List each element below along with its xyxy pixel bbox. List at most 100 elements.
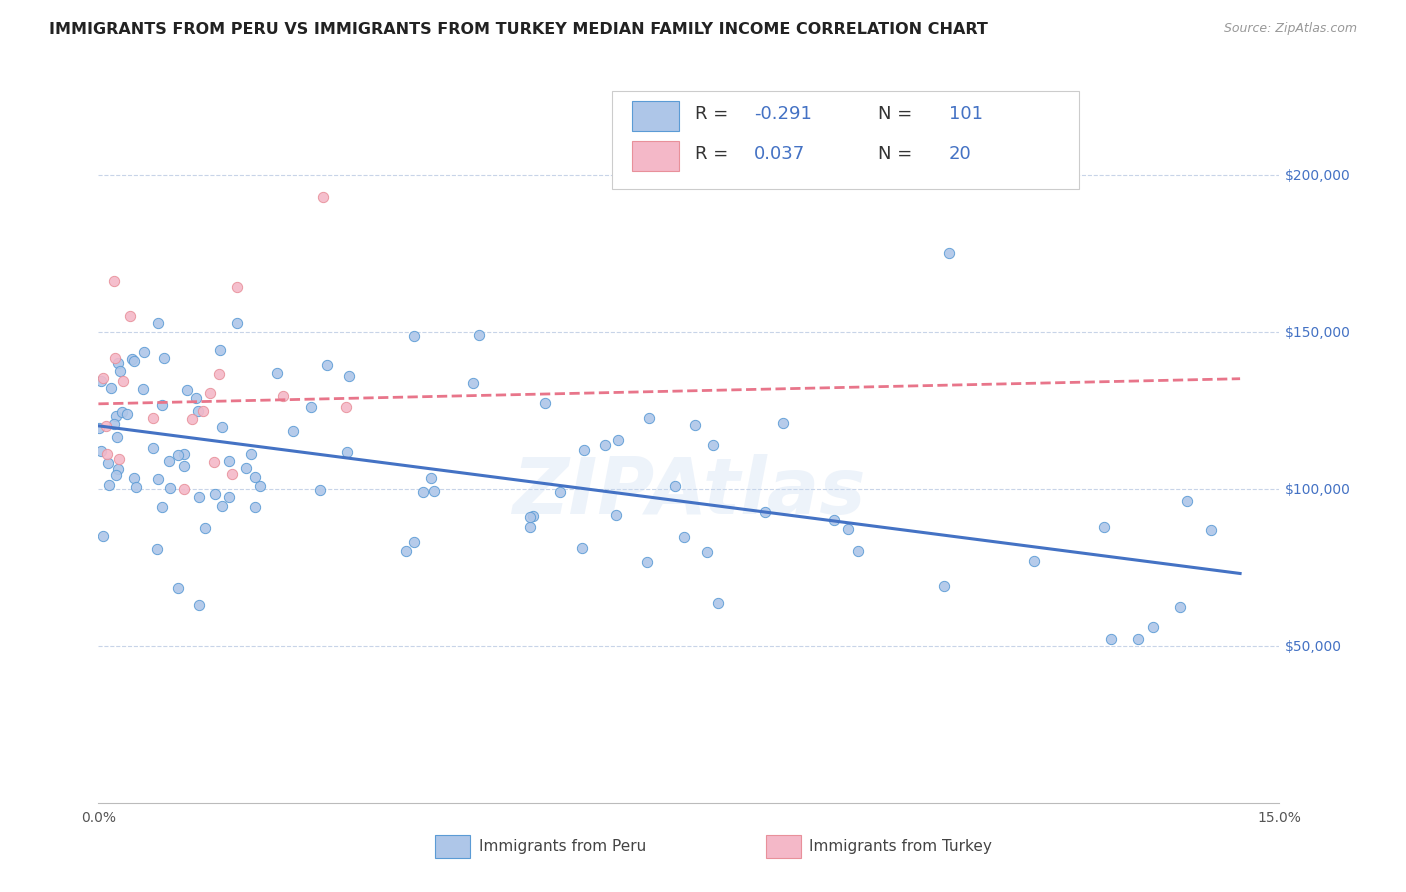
Point: [157, 454, 180, 468]
Point: [571, 541, 593, 555]
FancyBboxPatch shape: [612, 91, 1078, 189]
Point: [146, 316, 169, 330]
Point: [107, 355, 129, 369]
Point: [94, 419, 117, 434]
Point: [173, 447, 195, 461]
Point: [103, 274, 125, 288]
Point: [754, 505, 776, 519]
Text: Immigrants from Peru: Immigrants from Peru: [478, 838, 645, 854]
Point: [707, 596, 730, 610]
Point: [93, 371, 115, 385]
Point: [181, 411, 204, 425]
Point: [1177, 493, 1199, 508]
Point: [98, 478, 121, 492]
Text: -0.291: -0.291: [754, 105, 811, 123]
Point: [107, 462, 129, 476]
Point: [281, 424, 304, 438]
Point: [1126, 632, 1149, 647]
Point: [191, 403, 214, 417]
Point: [402, 535, 425, 549]
Point: [104, 351, 127, 365]
Text: N =: N =: [877, 145, 912, 163]
Point: [1022, 554, 1045, 568]
Point: [335, 401, 357, 415]
Point: [150, 397, 173, 411]
Point: [932, 579, 955, 593]
Point: [696, 545, 718, 559]
Point: [93, 529, 115, 543]
Point: [153, 351, 176, 365]
Point: [90, 374, 112, 388]
Point: [218, 490, 240, 504]
Point: [89, 421, 111, 435]
Point: [90, 443, 112, 458]
Point: [115, 407, 138, 421]
Text: R =: R =: [695, 145, 728, 163]
Point: [208, 343, 231, 357]
Point: [337, 369, 360, 384]
Point: [122, 471, 145, 485]
Point: [142, 410, 165, 425]
Point: [533, 396, 555, 410]
Text: 0.037: 0.037: [754, 145, 806, 163]
Point: [132, 382, 155, 396]
Text: ZIPAtlas: ZIPAtlas: [512, 454, 866, 530]
Text: N =: N =: [877, 105, 912, 123]
Point: [336, 445, 359, 459]
Point: [519, 509, 541, 524]
Point: [176, 384, 198, 398]
Point: [166, 448, 188, 462]
Point: [1092, 520, 1115, 534]
Point: [103, 417, 125, 431]
Point: [225, 316, 247, 330]
Point: [204, 487, 226, 501]
Point: [112, 374, 135, 388]
Point: [239, 447, 262, 461]
Point: [271, 389, 294, 403]
Text: Immigrants from Turkey: Immigrants from Turkey: [810, 838, 993, 854]
Point: [938, 246, 960, 260]
FancyBboxPatch shape: [434, 835, 471, 858]
Point: [188, 598, 211, 612]
Point: [142, 442, 165, 456]
Point: [607, 433, 630, 447]
Point: [550, 484, 572, 499]
Point: [395, 544, 418, 558]
Point: [105, 409, 128, 424]
Point: [166, 581, 188, 595]
Point: [173, 459, 195, 474]
Point: [104, 468, 127, 483]
Point: [121, 352, 143, 367]
Point: [846, 544, 869, 558]
Point: [1142, 620, 1164, 634]
Point: [173, 482, 195, 496]
Point: [301, 401, 323, 415]
Point: [124, 354, 146, 368]
FancyBboxPatch shape: [633, 102, 679, 131]
Point: [100, 381, 122, 395]
Point: [308, 483, 330, 497]
Point: [574, 442, 596, 457]
Point: [468, 327, 491, 342]
Point: [198, 385, 221, 400]
Point: [218, 453, 240, 467]
Point: [673, 530, 696, 544]
Point: [316, 358, 339, 372]
Text: R =: R =: [695, 105, 728, 123]
Point: [605, 508, 627, 522]
Point: [207, 367, 229, 381]
Text: IMMIGRANTS FROM PERU VS IMMIGRANTS FROM TURKEY MEDIAN FAMILY INCOME CORRELATION : IMMIGRANTS FROM PERU VS IMMIGRANTS FROM …: [49, 22, 988, 37]
Point: [124, 480, 146, 494]
Point: [522, 509, 544, 524]
Point: [683, 417, 706, 432]
Point: [235, 461, 257, 475]
Point: [211, 419, 233, 434]
Point: [420, 471, 443, 485]
Point: [245, 500, 267, 514]
Point: [519, 520, 541, 534]
Text: Source: ZipAtlas.com: Source: ZipAtlas.com: [1223, 22, 1357, 36]
Point: [638, 411, 661, 425]
Point: [150, 500, 173, 515]
Point: [312, 189, 335, 203]
Text: 101: 101: [949, 105, 983, 123]
